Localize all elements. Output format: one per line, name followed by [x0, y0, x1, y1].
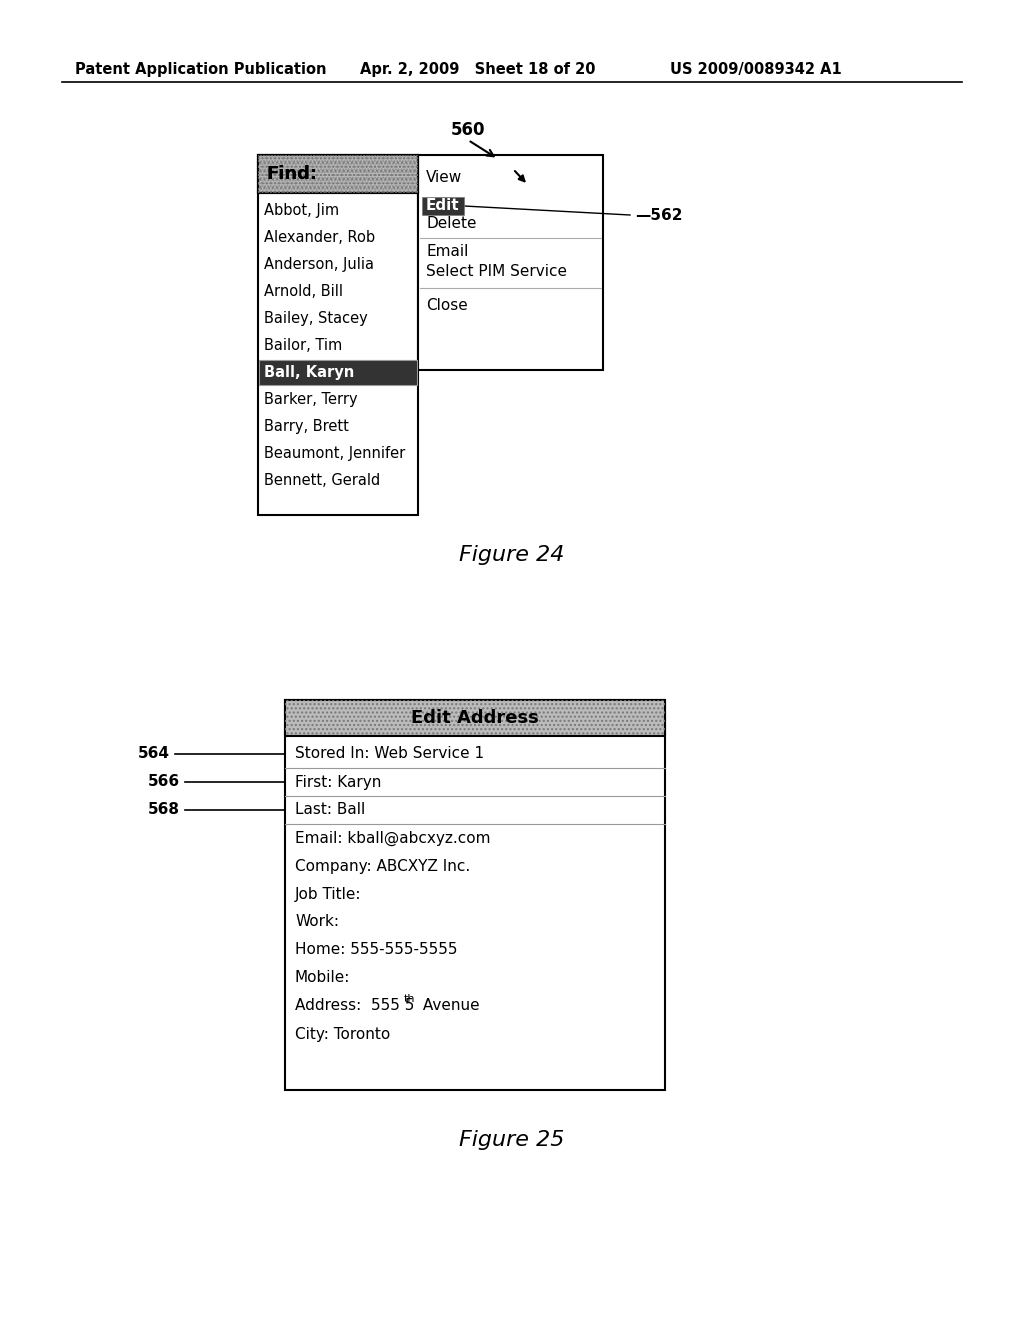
Bar [258, 154, 418, 515]
Text: Edit: Edit [426, 198, 460, 214]
Bar [258, 154, 418, 193]
Text: Anderson, Julia: Anderson, Julia [264, 257, 374, 272]
Text: Job Title:: Job Title: [295, 887, 361, 902]
Text: Alexander, Rob: Alexander, Rob [264, 230, 375, 246]
Text: Delete: Delete [426, 215, 476, 231]
Text: Figure 25: Figure 25 [460, 1130, 564, 1150]
Bar [285, 700, 665, 1090]
Text: Find:: Find: [266, 165, 317, 183]
Text: th: th [404, 994, 416, 1005]
Text: Patent Application Publication: Patent Application Publication [75, 62, 327, 77]
Text: Beaumont, Jennifer: Beaumont, Jennifer [264, 446, 406, 461]
Text: 560: 560 [451, 121, 485, 139]
Text: Ball, Karyn: Ball, Karyn [264, 366, 354, 380]
Text: View: View [426, 169, 462, 185]
Bar [258, 154, 418, 193]
Bar [258, 154, 418, 193]
Text: Email: Email [426, 244, 468, 260]
Text: Arnold, Bill: Arnold, Bill [264, 284, 343, 300]
Text: Address:  555 5: Address: 555 5 [295, 998, 415, 1014]
Text: Barker, Terry: Barker, Terry [264, 392, 357, 407]
Bar [422, 197, 464, 215]
Text: Find:: Find: [266, 165, 317, 183]
Bar [259, 360, 417, 385]
Text: —562: —562 [635, 207, 683, 223]
Text: Figure 24: Figure 24 [460, 545, 564, 565]
Text: US 2009/0089342 A1: US 2009/0089342 A1 [670, 62, 842, 77]
Text: Close: Close [426, 297, 468, 313]
Bar [258, 154, 418, 193]
Bar [259, 360, 417, 385]
Text: Bennett, Gerald: Bennett, Gerald [264, 473, 380, 488]
Text: Home: 555-555-5555: Home: 555-555-5555 [295, 942, 458, 957]
Text: Select PIM Service: Select PIM Service [426, 264, 567, 279]
Bar [285, 700, 665, 737]
Text: 564: 564 [138, 747, 170, 762]
Text: Work:: Work: [295, 915, 339, 929]
Text: Stored In: Web Service 1: Stored In: Web Service 1 [295, 747, 484, 762]
Text: Barry, Brett: Barry, Brett [264, 418, 349, 434]
Bar [285, 700, 665, 737]
Bar [418, 154, 603, 370]
Text: Avenue: Avenue [418, 998, 479, 1014]
Text: Apr. 2, 2009   Sheet 18 of 20: Apr. 2, 2009 Sheet 18 of 20 [360, 62, 596, 77]
Text: Company: ABCXYZ Inc.: Company: ABCXYZ Inc. [295, 858, 470, 874]
Text: Last: Ball: Last: Ball [295, 803, 366, 817]
Text: 568: 568 [148, 803, 180, 817]
Text: 566: 566 [147, 775, 180, 789]
Text: First: Karyn: First: Karyn [295, 775, 381, 789]
Text: Abbot, Jim: Abbot, Jim [264, 203, 339, 218]
Text: Mobile:: Mobile: [295, 970, 350, 986]
Text: Bailor, Tim: Bailor, Tim [264, 338, 342, 352]
Text: City: Toronto: City: Toronto [295, 1027, 390, 1041]
Text: Edit Address: Edit Address [411, 709, 539, 727]
Text: Email: kball@abcxyz.com: Email: kball@abcxyz.com [295, 830, 490, 846]
Text: Bailey, Stacey: Bailey, Stacey [264, 312, 368, 326]
